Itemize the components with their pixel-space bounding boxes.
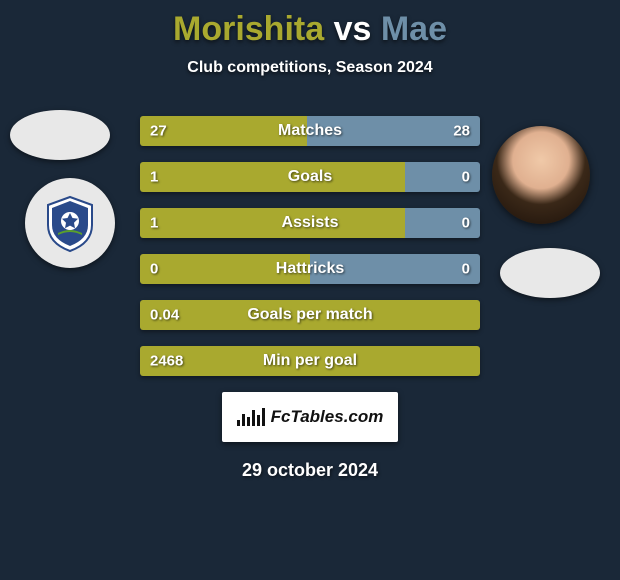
comparison-title: Morishita vs Mae	[0, 0, 620, 49]
stat-label: Hattricks	[276, 260, 344, 278]
stat-label: Min per goal	[263, 352, 357, 370]
stat-value-left: 0.04	[150, 307, 179, 324]
stat-value-right: 0	[462, 261, 470, 278]
stat-bar-row: Goals per match 0.04	[140, 300, 480, 330]
stat-bar-row: Matches 27 28	[140, 116, 480, 146]
stat-label: Matches	[278, 122, 342, 140]
stat-bar-row: Min per goal 2468	[140, 346, 480, 376]
stat-bar-row: Hattricks 0 0	[140, 254, 480, 284]
stat-label: Goals per match	[247, 306, 372, 324]
logo-text: FcTables.com	[271, 407, 384, 427]
stat-value-left: 27	[150, 123, 167, 140]
stat-bar-row: Goals 1 0	[140, 162, 480, 192]
stat-value-right: 28	[453, 123, 470, 140]
stat-bar-row: Assists 1 0	[140, 208, 480, 238]
stat-bars: Matches2728Goals10Assists10Hattricks00Go…	[140, 116, 480, 376]
stat-value-right: 0	[462, 215, 470, 232]
player1-name: Morishita	[173, 10, 324, 48]
vs-label: vs	[334, 10, 372, 48]
stat-value-right: 0	[462, 169, 470, 186]
spark-icon	[237, 408, 265, 426]
subtitle: Club competitions, Season 2024	[0, 59, 620, 77]
fctables-logo: FcTables.com	[222, 392, 398, 442]
stat-label: Assists	[282, 214, 339, 232]
stat-label: Goals	[288, 168, 332, 186]
stat-value-left: 2468	[150, 353, 183, 370]
stat-bar-left	[140, 162, 405, 192]
comparison-date: 29 october 2024	[0, 460, 620, 481]
player2-name: Mae	[381, 10, 447, 48]
stat-value-left: 1	[150, 215, 158, 232]
stat-bar-left	[140, 208, 405, 238]
comparison-content: Matches2728Goals10Assists10Hattricks00Go…	[0, 116, 620, 481]
stat-value-left: 1	[150, 169, 158, 186]
stat-value-left: 0	[150, 261, 158, 278]
